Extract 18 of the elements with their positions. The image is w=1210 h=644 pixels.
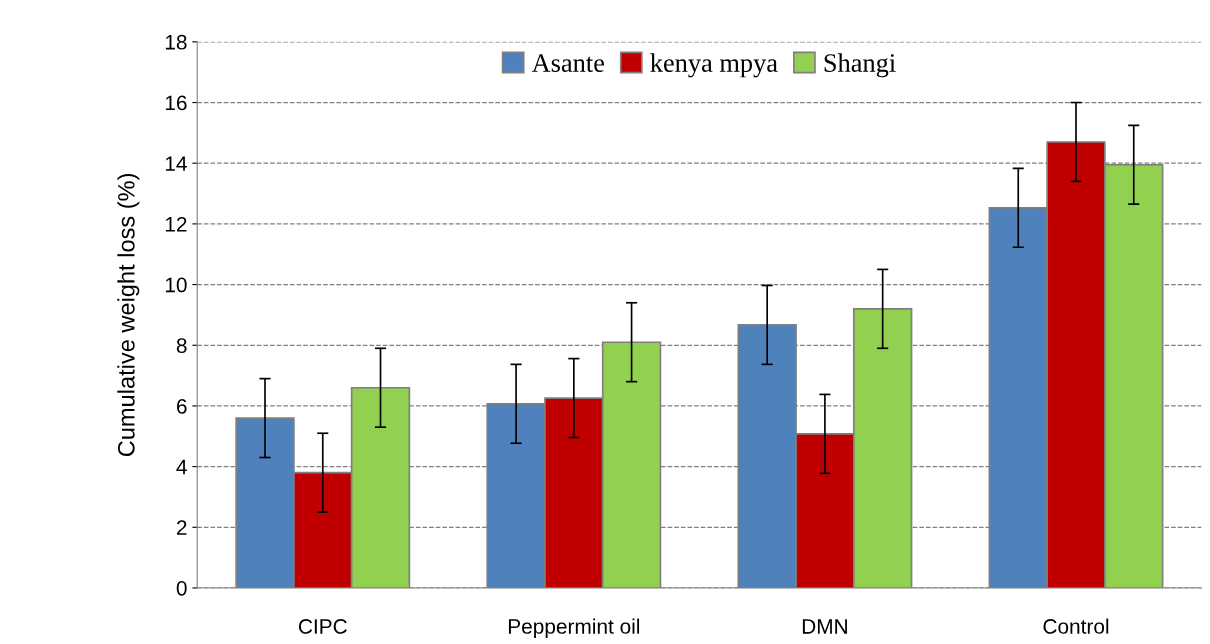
y-tick-label: 10 <box>165 277 187 293</box>
y-tick-label: 14 <box>165 156 187 171</box>
y-tick-label: 4 <box>176 459 187 475</box>
x-tick-label: CIPC <box>298 619 347 634</box>
x-tick-label: Peppermint oil <box>508 618 640 638</box>
legend-label: Shangi <box>824 53 896 78</box>
x-tick-label: DMN <box>802 619 847 634</box>
y-tick-label: 2 <box>176 520 187 535</box>
y-tick-label: 12 <box>165 216 187 232</box>
y-tick-label: 16 <box>165 95 187 111</box>
x-tick-label: Control <box>1043 618 1109 634</box>
y-tick-label: 0 <box>176 580 187 596</box>
y-tick-label: 8 <box>176 338 187 354</box>
y-axis-title: Cumulative weight loss (%) <box>117 174 140 457</box>
legend-label: kenya mpya <box>650 53 778 78</box>
legend-label: Asante <box>531 54 604 72</box>
y-tick-label: 18 <box>165 34 187 50</box>
y-tick-label: 6 <box>176 398 187 414</box>
